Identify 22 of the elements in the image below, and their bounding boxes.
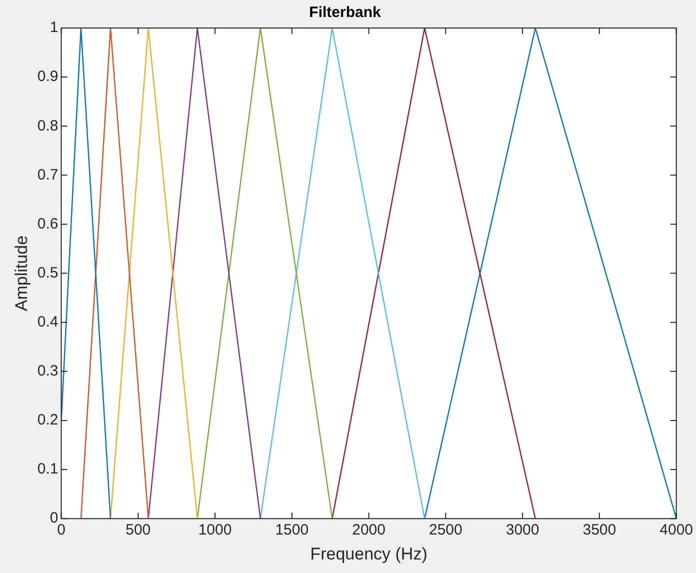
chart-title: Filterbank [309,4,382,22]
y-tick-label: 0.6 [37,215,58,232]
x-axis-title: Frequency (Hz) [310,544,428,564]
x-tick-label: 500 [126,522,151,539]
y-tick-label: 0.8 [37,117,58,134]
x-tick-label: 1500 [275,522,309,539]
y-axis-title: Amplitude [12,235,31,312]
y-tick-label: 0.4 [37,314,58,330]
x-tick-label: 4000 [660,522,694,539]
x-tick-label: 2000 [352,522,386,539]
x-tick-label: 2500 [428,522,462,539]
y-tick-label: 0.3 [37,362,58,380]
y-tick-label: 0 [50,510,58,527]
y-tick-label: 0.2 [37,412,58,429]
x-tick-label: 1000 [198,522,232,539]
x-tick-label: 3000 [506,522,540,539]
y-tick-label: 0.1 [37,460,58,478]
y-tick-label: 0.7 [37,166,58,184]
y-tick-label: 0.9 [37,68,58,86]
y-tick-label: 0.5 [37,264,58,282]
y-tick-label: 1 [50,19,58,36]
x-tick-label: 3500 [582,522,616,539]
